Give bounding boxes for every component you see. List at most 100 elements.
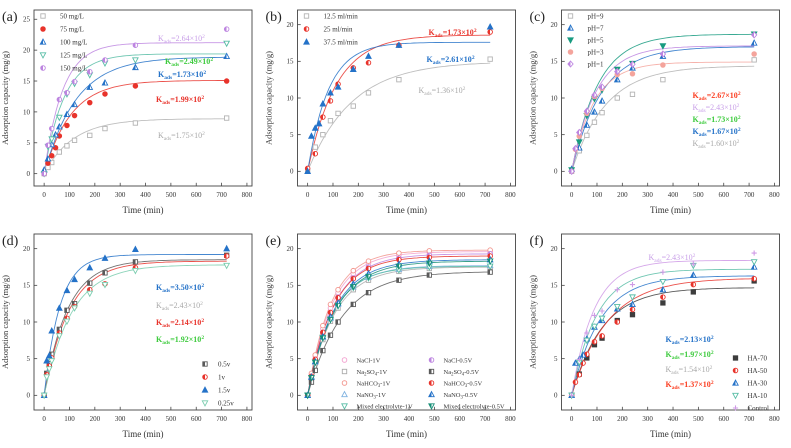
data-point-marker (335, 286, 341, 293)
data-point-marker (86, 83, 94, 90)
series-150-mg-l (41, 26, 230, 177)
data-point-marker (629, 312, 636, 318)
x-tick-label: 100 (64, 415, 75, 423)
x-tick-label: 800 (769, 191, 780, 199)
kads-annotation: Kads=1.67×102 (693, 127, 741, 138)
x-tick-label: 0 (570, 415, 574, 423)
data-point-marker (659, 279, 667, 286)
legend-label: 50 mg/L (60, 12, 84, 20)
x-tick-label: 700 (744, 191, 755, 199)
panel-b: 0 100 200 300 400 500 600 700 800 0 5 10 15 20 Time (m… (263, 0, 527, 224)
data-point-marker (629, 294, 636, 301)
data-point-marker (304, 392, 312, 400)
data-point-marker (569, 392, 575, 398)
y-axis-label: Adsorption capacity (mg/g) (0, 275, 10, 369)
legend-item: Control (732, 404, 769, 412)
legend-item: HA-70 (732, 354, 767, 362)
x-tick-label: 300 (378, 191, 389, 199)
kads-annotation: Kads=1.60×102 (693, 139, 740, 150)
kads-annotation: Kads=2.14×102 (156, 318, 204, 329)
legend-label: 150 mg/L (60, 64, 87, 72)
data-point-marker (43, 374, 51, 381)
data-point-marker (201, 400, 209, 407)
data-point-marker (629, 60, 636, 68)
data-point-marker (750, 39, 758, 46)
x-tick-label: 0 (42, 415, 46, 423)
panel-tag: (a) (2, 10, 18, 25)
legend-item: 37.5 ml/min (303, 38, 358, 46)
data-point-marker (48, 136, 56, 143)
legend-label: 1v (218, 373, 226, 381)
x-tick-label: 500 (429, 415, 440, 423)
data-point-marker (660, 300, 666, 306)
data-point-marker (86, 263, 94, 271)
y-tick-label: 5 (290, 131, 294, 139)
legend-item: 0.25v (201, 399, 234, 407)
x-tick-label: 700 (744, 415, 755, 423)
data-point-marker (629, 71, 636, 77)
data-point-marker (312, 367, 318, 374)
data-point-marker (307, 132, 315, 139)
data-point-marker (48, 125, 55, 132)
data-point-marker (64, 122, 70, 129)
data-point-marker (304, 167, 312, 174)
x-tick-label: 400 (668, 415, 679, 423)
series-ph-7 (568, 39, 758, 172)
legend-label: Na2SO4-1V (357, 369, 388, 378)
x-tick-label: 200 (617, 191, 628, 199)
data-point-marker (365, 290, 372, 296)
data-point-marker (311, 359, 319, 367)
legend-label: NaNO3-0.5V (444, 392, 479, 401)
data-point-marker (395, 263, 403, 271)
legend-label: NaNO3-1V (357, 392, 387, 401)
data-point-marker (335, 319, 341, 325)
data-point-marker (576, 356, 582, 362)
legend-label: HA-50 (748, 367, 768, 375)
x-tick-label: 800 (505, 415, 516, 423)
panel-tag: (b) (266, 10, 283, 25)
x-axis-label: Time (min) (650, 205, 691, 215)
x-tick-label: 700 (480, 415, 491, 423)
x-tick-label: 200 (617, 415, 628, 423)
y-tick-label: 20 (287, 245, 295, 253)
data-point-marker (87, 99, 93, 106)
data-point-marker (599, 308, 605, 314)
data-point-marker (48, 152, 55, 159)
data-point-marker (598, 315, 606, 323)
data-point-marker (64, 90, 70, 96)
y-tick-label: 15 (551, 58, 559, 66)
data-point-marker (751, 51, 757, 57)
kads-annotation: Kads=1.97×102 (666, 350, 714, 361)
data-point-marker (591, 323, 598, 331)
kads-annotation: Kads=1.54×102 (666, 365, 713, 376)
kads-annotation: Kads=1.99×102 (156, 95, 204, 106)
x-tick-label: 500 (693, 191, 704, 199)
data-point-marker (689, 271, 697, 278)
data-point-marker (131, 245, 139, 253)
y-tick-label: 15 (287, 58, 295, 66)
data-point-marker (71, 112, 78, 119)
panel-tag: (c) (530, 10, 546, 25)
data-point-marker (320, 132, 326, 138)
data-point-marker (365, 52, 372, 59)
data-point-marker (365, 273, 372, 281)
y-tick-label: 15 (23, 282, 31, 290)
kads-annotation: Kads=1.73×102 (158, 70, 206, 81)
data-point-marker (320, 322, 326, 329)
data-point-marker (341, 380, 348, 386)
data-point-marker (223, 262, 231, 270)
data-point-marker (567, 13, 574, 19)
legend-item: pH=1 (567, 60, 604, 68)
data-point-marker (71, 275, 79, 283)
data-point-marker (613, 75, 621, 83)
series-0.25v (40, 262, 231, 400)
data-point-marker (599, 333, 605, 339)
x-tick-label: 100 (328, 191, 339, 199)
x-axis-label: Time (min) (650, 429, 691, 439)
x-tick-label: 0 (306, 415, 310, 423)
data-point-marker (223, 40, 231, 48)
data-point-marker (567, 60, 574, 68)
legend-label: 100 mg/L (60, 38, 87, 46)
data-point-marker (39, 38, 47, 45)
data-point-marker (487, 29, 493, 35)
